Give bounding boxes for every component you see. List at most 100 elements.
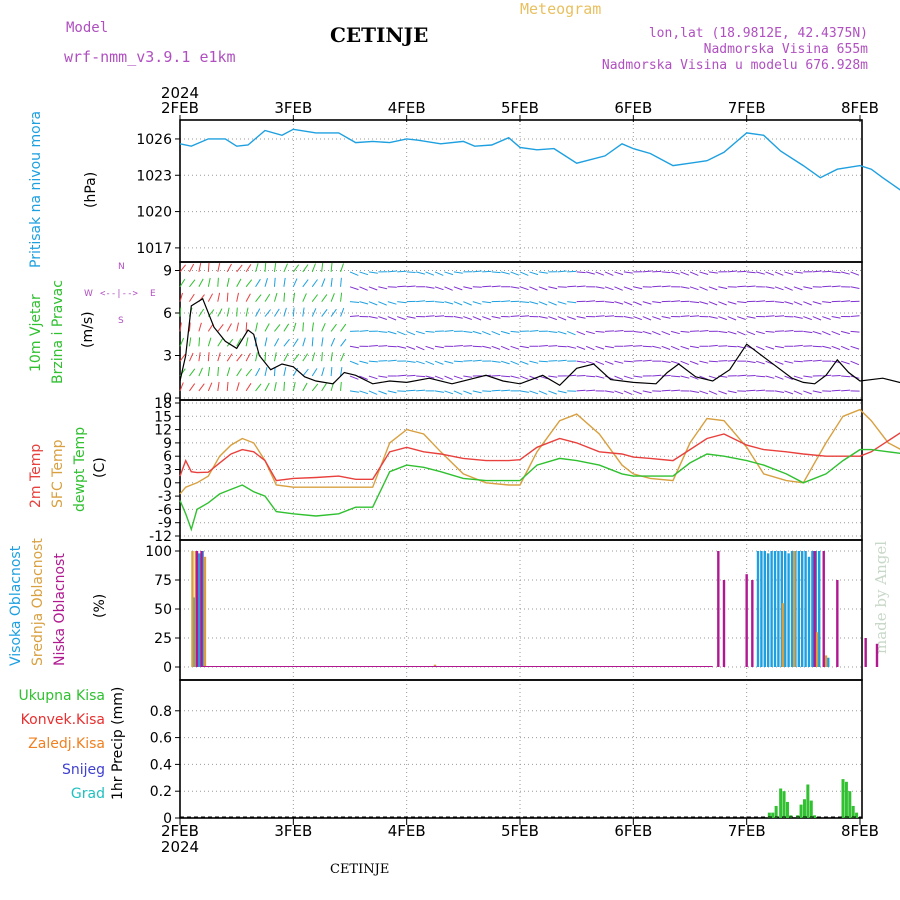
wind-arrow — [311, 368, 318, 377]
wind-arrow — [434, 375, 444, 380]
wind-arrow — [387, 316, 397, 321]
wind-arrow — [519, 286, 529, 291]
wind-arrow — [793, 360, 803, 363]
wind-arrow — [378, 301, 387, 306]
wind-arrow — [207, 367, 211, 377]
cloud-high-bar — [797, 551, 800, 667]
precip-legend-conv: Konvek.Kisa — [20, 712, 105, 728]
wind-arrow — [406, 316, 416, 319]
wind-arrow — [831, 316, 841, 319]
wind-arrow — [274, 338, 280, 347]
wind-arrow — [793, 286, 803, 291]
wind-arrow — [689, 360, 699, 365]
wind-arrow — [340, 307, 345, 317]
wind-arrow — [557, 270, 567, 273]
wind-arrow — [340, 292, 343, 302]
wind-arrow — [850, 330, 860, 333]
precip-bar — [809, 800, 813, 818]
wind-arrow — [273, 352, 277, 362]
cloud-high-bar — [790, 551, 794, 667]
cloud-mid-bar — [824, 655, 828, 667]
dewpoint-line — [179, 448, 900, 532]
wind-arrow — [226, 263, 232, 273]
wind-arrow — [595, 345, 605, 350]
wind-arrow — [491, 330, 501, 336]
wind-arrow — [349, 375, 359, 380]
wind-arrow — [671, 300, 681, 303]
cloud-high-bar — [767, 553, 770, 667]
wind-arrow — [727, 270, 737, 273]
x-bottom-label: 3FEB — [274, 822, 312, 840]
wind-arrow — [567, 345, 577, 349]
wind-arrow — [576, 345, 586, 350]
x-bottom-label: 4FEB — [388, 822, 426, 840]
wind-arrow — [699, 390, 709, 395]
wind-arrow — [491, 389, 501, 392]
wind-arrow — [378, 390, 387, 395]
wind-arrow — [264, 352, 267, 362]
wind-arrow — [207, 352, 210, 362]
wind-arrow — [198, 367, 203, 377]
wind-arrow — [255, 308, 261, 317]
wind-arrow — [652, 285, 662, 288]
wind-arrow — [812, 270, 822, 273]
wind-arrow — [510, 330, 520, 333]
wind-arrow — [841, 375, 851, 378]
wind-arrow — [642, 390, 652, 394]
wind-arrow — [321, 367, 325, 377]
cloud-high-bar — [784, 551, 787, 667]
wind-arrow — [283, 323, 290, 332]
wind-arrow — [482, 285, 492, 288]
wind-arrow — [831, 389, 841, 392]
wind-arrow — [292, 381, 296, 392]
wind-arrow — [737, 316, 746, 320]
wind-arrow — [283, 307, 287, 317]
wind-arrow — [198, 262, 202, 273]
sfc-temp-line — [179, 408, 900, 495]
wind-arrow — [368, 390, 378, 395]
compass-w: W — [84, 289, 93, 299]
cloud-high-bar — [807, 556, 811, 667]
wind-arrow — [689, 271, 699, 276]
temp-ytick-label: 0 — [163, 476, 172, 492]
wind-arrow — [500, 330, 510, 335]
wind-arrow — [519, 360, 529, 365]
wind-arrow — [708, 316, 718, 319]
wind-arrow — [585, 345, 595, 351]
wind-arrow — [292, 353, 300, 362]
wind-arrow — [661, 330, 671, 336]
wind-arrow — [255, 263, 259, 273]
wind-arrow — [264, 323, 270, 332]
wind-arrow — [415, 345, 425, 351]
wind-arrow — [548, 375, 558, 378]
wind-arrow — [179, 278, 186, 288]
wind-arrow — [642, 301, 652, 305]
wind-arrow — [548, 345, 558, 347]
wind-arrow — [689, 286, 699, 291]
wind-arrow — [500, 271, 510, 275]
wind-arrow — [397, 285, 407, 288]
wind-arrow — [453, 375, 463, 380]
wind-arrow — [179, 382, 184, 392]
pressure-line — [179, 128, 900, 191]
wind-arrow — [614, 271, 624, 276]
wind-arrow — [378, 316, 387, 320]
wind-arrow — [784, 375, 793, 380]
wind-arrow — [226, 307, 230, 317]
wind-arrow — [236, 292, 239, 302]
cloud-low-bar — [745, 574, 748, 667]
wind-arrow — [330, 262, 333, 272]
wind-arrow — [519, 271, 529, 276]
wind-arrow — [453, 286, 463, 291]
wind-arrow — [501, 389, 511, 392]
wind-arrow — [831, 330, 841, 336]
wind-arrow — [822, 330, 831, 336]
wind-arrow — [434, 315, 445, 318]
wind-arrow — [604, 345, 614, 349]
wind-arrow — [623, 316, 633, 319]
wind-arrow — [273, 292, 278, 302]
wind-arrow — [378, 345, 388, 347]
meteogram-title: Meteogram — [520, 0, 602, 18]
wind-arrow — [841, 300, 851, 303]
wind-arrow — [680, 330, 690, 333]
